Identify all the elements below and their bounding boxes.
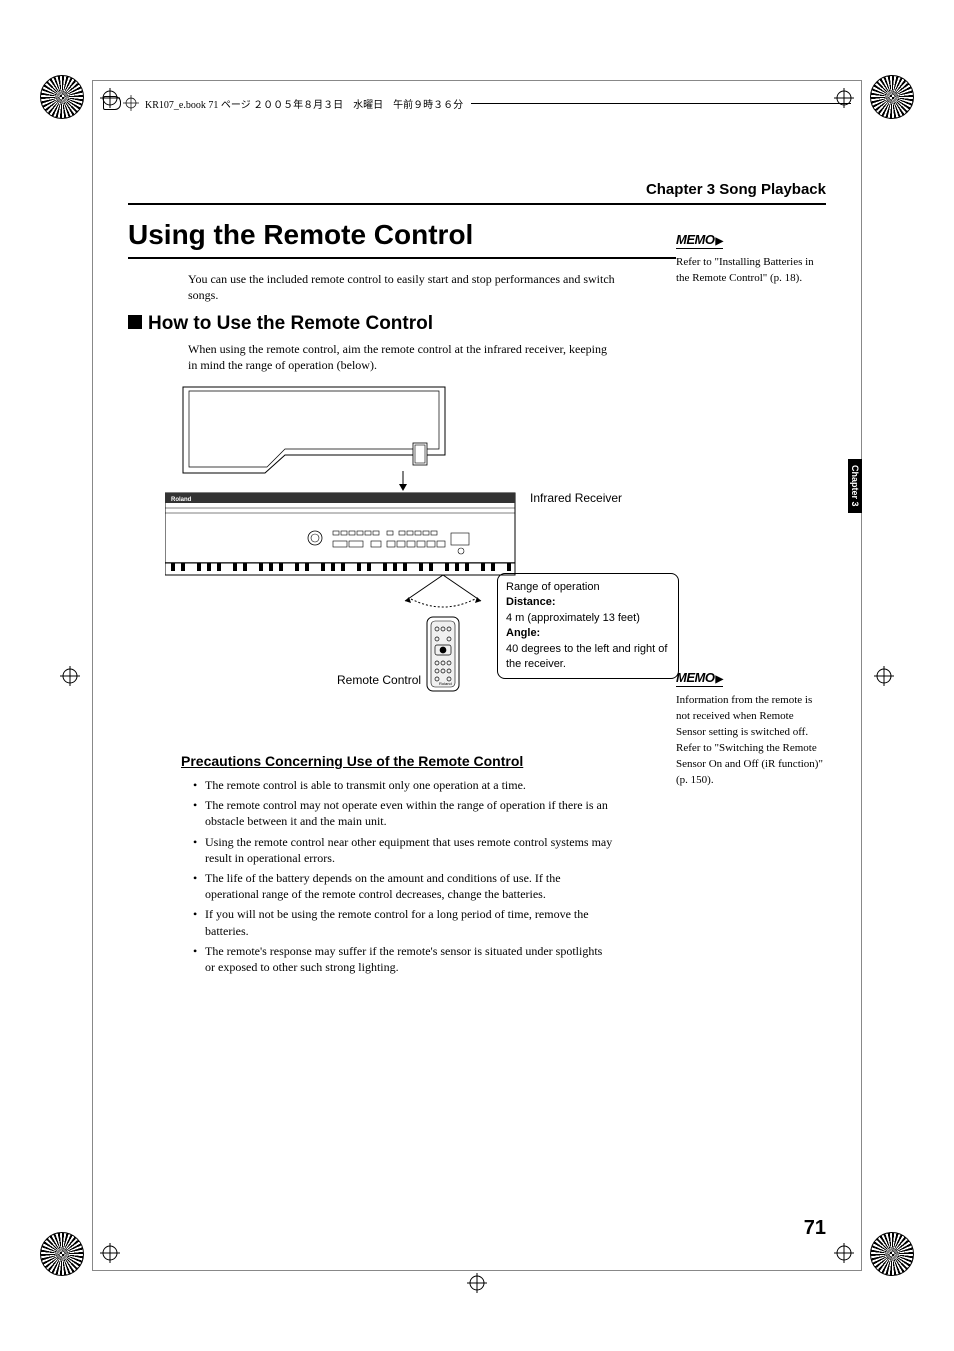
distance-value: 4 m (approximately 13 feet) (506, 611, 670, 626)
chapter-header: Chapter 3 Song Playback (646, 181, 826, 198)
memo-label: MEMO▶ (676, 232, 723, 249)
reg-mark-ml (60, 666, 80, 686)
list-item: The remote control is able to transmit o… (193, 777, 613, 793)
section-intro: When using the remote control, aim the r… (188, 341, 618, 373)
page-title: Using the Remote Control (128, 219, 676, 259)
precautions-list: The remote control is able to transmit o… (193, 777, 613, 979)
infrared-receiver-label: Infrared Receiver (530, 491, 622, 505)
page-number: 71 (804, 1217, 826, 1240)
intro-paragraph: You can use the included remote control … (188, 271, 618, 303)
crop-ornament-br (870, 1232, 914, 1276)
reg-mark-mr (874, 666, 894, 686)
book-icon (103, 96, 121, 110)
chapter-rule (128, 203, 826, 205)
memo-note-1: MEMO▶ Refer to "Installing Batteries in … (676, 231, 826, 287)
memo-label-text: MEMO (676, 232, 714, 247)
memo-arrow-icon: ▶ (715, 236, 722, 247)
svg-text:Roland: Roland (171, 497, 192, 503)
angle-label: Angle: (506, 626, 670, 641)
memo-arrow-icon: ▶ (715, 674, 722, 685)
list-item: Using the remote control near other equi… (193, 834, 613, 866)
remote-diagram: Roland (165, 383, 625, 703)
memo-note-2: MEMO▶ Information from the remote is not… (676, 669, 826, 789)
header-rule (471, 103, 851, 104)
reg-mark-bc (467, 1273, 487, 1293)
reg-mark-header (123, 95, 139, 111)
list-item: The remote control may not operate even … (193, 797, 613, 829)
distance-label: Distance: (506, 595, 670, 610)
range-title: Range of operation (506, 580, 670, 595)
page-frame: KR107_e.book 71 ページ ２００５年８月３日 水曜日 午前９時３６… (92, 80, 862, 1271)
angle-value: 40 degrees to the left and right of the … (506, 642, 670, 673)
crop-ornament-tl (40, 75, 84, 119)
chapter-side-tab: Chapter 3 (848, 459, 862, 513)
book-meta-text: KR107_e.book 71 ページ ２００５年８月３日 水曜日 午前９時３６… (145, 96, 463, 111)
memo-text: Refer to "Installing Batteries in the Re… (676, 255, 826, 287)
range-of-operation-box: Range of operation Distance: 4 m (approx… (497, 573, 679, 679)
section-heading: How to Use the Remote Control (128, 313, 433, 335)
precautions-heading: Precautions Concerning Use of the Remote… (181, 753, 523, 769)
memo-label-text: MEMO (676, 670, 714, 685)
section-heading-text: How to Use the Remote Control (148, 313, 433, 334)
crop-ornament-tr (870, 75, 914, 119)
memo-label: MEMO▶ (676, 670, 723, 687)
list-item: The remote's response may suffer if the … (193, 943, 613, 975)
remote-control-label: Remote Control (337, 673, 421, 687)
square-bullet-icon (128, 315, 142, 329)
memo-text: Information from the remote is not recei… (676, 693, 826, 789)
svg-text:Roland: Roland (439, 681, 452, 686)
book-meta-header: KR107_e.book 71 ページ ２００５年８月３日 水曜日 午前９時３６… (103, 95, 851, 111)
list-item: If you will not be using the remote cont… (193, 906, 613, 938)
list-item: The life of the battery depends on the a… (193, 870, 613, 902)
crop-ornament-bl (40, 1232, 84, 1276)
